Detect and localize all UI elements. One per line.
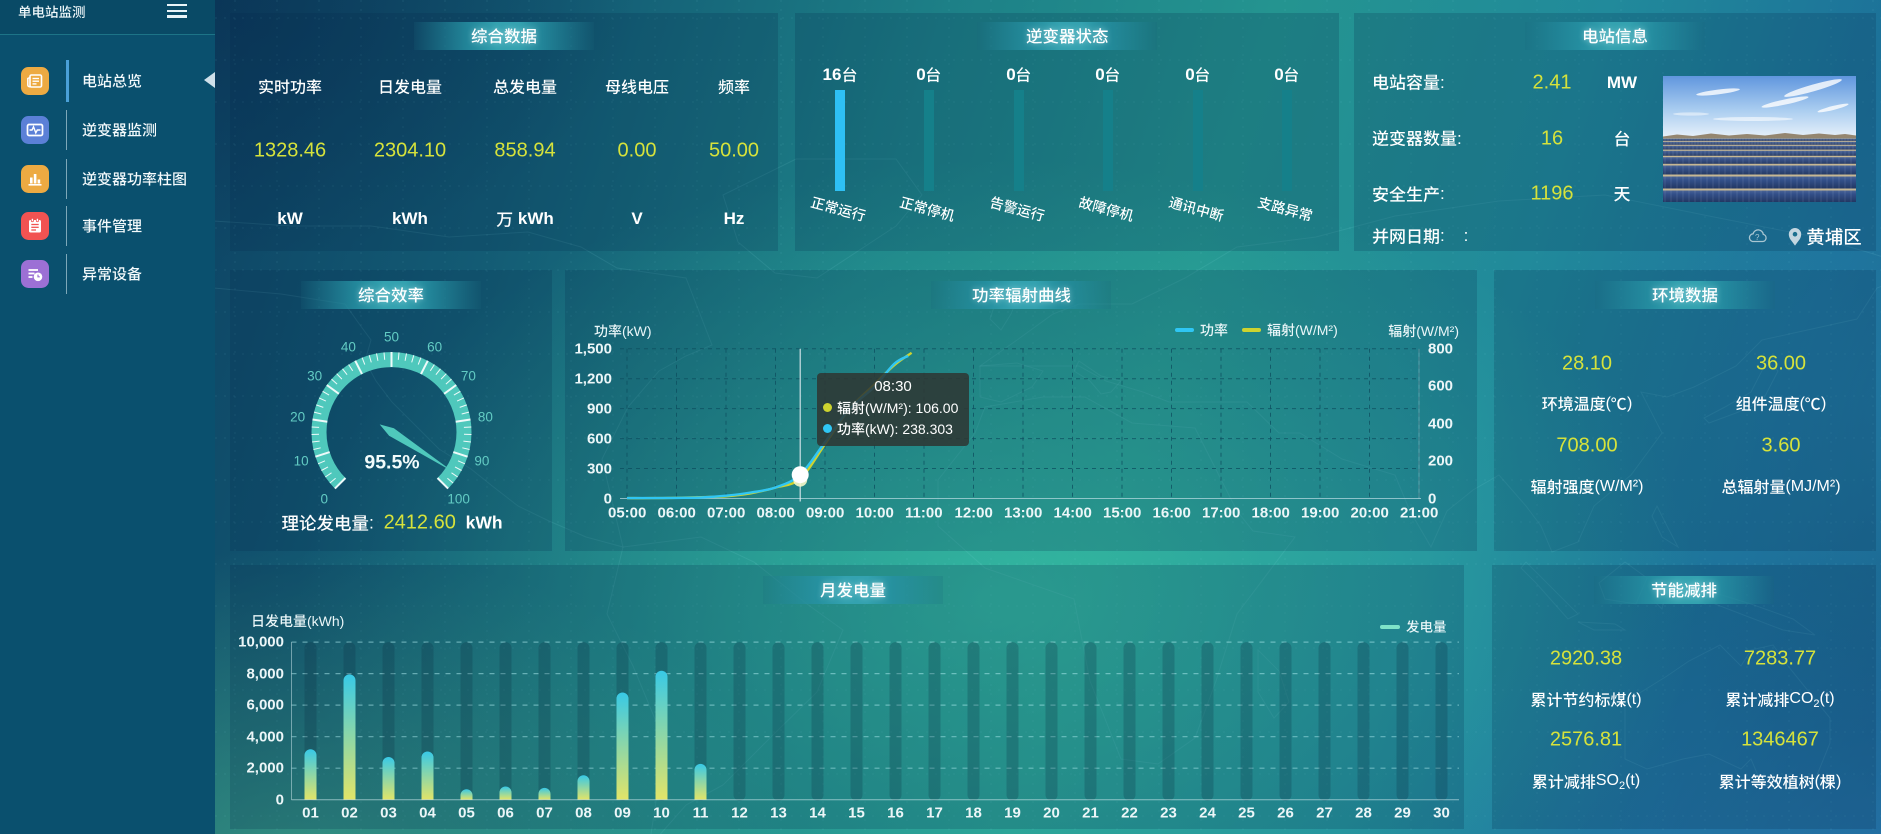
svg-text:?: ? — [1755, 233, 1760, 242]
